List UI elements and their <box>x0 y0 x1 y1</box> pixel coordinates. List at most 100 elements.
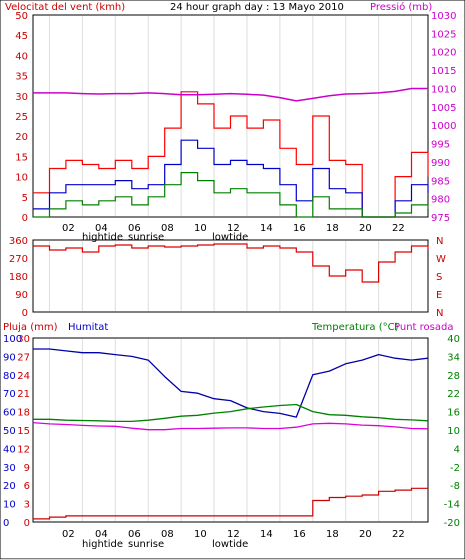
wind-tick-label: 50 <box>15 11 28 22</box>
wind-tick-label: 30 <box>15 92 28 103</box>
hour-tick-label: 18 <box>326 223 339 234</box>
temperature-tick-label: 10 <box>447 426 460 437</box>
direction-panel-frame <box>32 239 429 313</box>
hour-tick-label: 12 <box>227 223 240 234</box>
wind-tick-label: 0 <box>22 213 28 224</box>
humidity-label: Humitat <box>68 322 108 333</box>
pressure-label: Pressió (mb) <box>370 1 432 13</box>
hour-tick-label: 10 <box>194 223 207 234</box>
hour-tick-label: 02 <box>62 529 75 540</box>
pressure-tick-label: 1000 <box>431 121 456 132</box>
tide-label-sunrise: sunrise <box>128 539 164 550</box>
temperature-tick-label: -20 <box>444 518 460 529</box>
humidity-tick-label: 70 <box>3 389 16 400</box>
wind-tick-label: 20 <box>15 132 28 143</box>
pressure-tick-label: 980 <box>431 195 450 206</box>
tide-label-lowtide: lowtide <box>212 232 248 243</box>
hour-tick-label: 06 <box>128 223 141 234</box>
compass-tick-label: S <box>436 272 442 283</box>
pressure-tick-label: 1025 <box>431 29 456 40</box>
hour-tick-label: 04 <box>95 223 108 234</box>
dew-point-label: Punt rosada <box>394 322 453 333</box>
hour-tick-label: 14 <box>260 223 273 234</box>
hour-tick-label: 10 <box>194 529 207 540</box>
temperature-tick-label: 16 <box>447 408 460 419</box>
hour-tick-label: 16 <box>293 529 306 540</box>
temperature-tick-label: 22 <box>447 389 460 400</box>
pressure-tick-label: 975 <box>431 213 450 224</box>
humidity-tick-label: 20 <box>3 481 16 492</box>
wind-average-series <box>33 139 429 218</box>
temperature-tick-label: 4 <box>454 444 460 455</box>
hour-tick-label: 14 <box>260 529 273 540</box>
humidity-tick-label: 60 <box>3 408 16 419</box>
wind-direction-series <box>33 243 429 283</box>
pressure-tick-label: 1030 <box>431 11 456 22</box>
hour-tick-label: 02 <box>62 223 75 234</box>
hour-tick-label: 08 <box>161 223 174 234</box>
tide-label-hightide: hightide <box>82 232 123 243</box>
direction-tick-label: 360 <box>9 236 28 247</box>
rain-tick-label: 12 <box>17 444 30 455</box>
rain-label: Pluja (mm) <box>3 322 58 333</box>
hour-tick-label: 20 <box>359 529 372 540</box>
pressure-tick-label: 1015 <box>431 66 456 77</box>
compass-tick-label: N <box>436 236 443 247</box>
rain-tick-label: 21 <box>17 389 30 400</box>
hour-tick-label: 16 <box>293 223 306 234</box>
temperature-label: Temperatura (°C) <box>311 322 399 333</box>
wind-tick-label: 35 <box>15 72 28 83</box>
humidity-tick-label: 40 <box>3 444 16 455</box>
rain-tick-label: 30 <box>17 334 30 345</box>
pressure-tick-label: 995 <box>431 140 450 151</box>
direction-tick-label: 180 <box>9 272 28 283</box>
hour-axis-bottom: 02 04 06 08 10 12 14 16 18 20 22 hightid… <box>62 529 405 550</box>
wind-tick-label: 5 <box>22 193 28 204</box>
tide-label-sunrise: sunrise <box>128 232 164 243</box>
rain-tick-label: 6 <box>24 481 30 492</box>
rain-tick-label: 27 <box>17 352 30 363</box>
hour-axis-top: 02 04 06 08 10 12 14 16 18 20 22 hightid… <box>62 223 405 243</box>
pressure-tick-label: 1005 <box>431 103 456 114</box>
temperature-tick-label: -8 <box>450 481 460 492</box>
humidity-tick-label: 80 <box>3 371 16 382</box>
humidity-tick-label: 90 <box>3 352 16 363</box>
tide-label-hightide: hightide <box>82 539 123 550</box>
wind-tick-label: 15 <box>15 152 28 163</box>
rain-tick-label: 9 <box>24 463 30 474</box>
dew-point-series <box>32 421 429 431</box>
direction-tick-label: 90 <box>15 290 28 301</box>
humidity-tick-label: 10 <box>3 500 16 511</box>
rain-tick-label: 0 <box>24 518 30 529</box>
hour-tick-label: 06 <box>128 529 141 540</box>
wind-speed-label: Velocitat del vent (kmh) <box>5 2 125 13</box>
date-title: 24 hour graph day : 13 Mayo 2010 <box>170 2 344 13</box>
humidity-series <box>33 348 429 418</box>
tide-label-lowtide: lowtide <box>212 539 248 550</box>
hour-tick-label: 22 <box>392 529 405 540</box>
pressure-series <box>33 87 428 102</box>
wind-panel-frame <box>32 14 429 218</box>
temperature-tick-label: -14 <box>444 500 460 511</box>
compass-tick-label: W <box>436 254 446 265</box>
temperature-tick-label: -2 <box>450 463 460 474</box>
pressure-tick-label: 985 <box>431 176 450 187</box>
humidity-tick-label: 100 <box>3 334 22 345</box>
temperature-tick-label: 40 <box>447 334 460 345</box>
hour-tick-label: 22 <box>392 223 405 234</box>
temperature-tick-label: 34 <box>447 352 460 363</box>
wind-tick-label: 45 <box>15 31 28 42</box>
pressure-tick-label: 990 <box>431 158 450 169</box>
wind-tick-label: 25 <box>15 112 28 123</box>
humidity-tick-label: 50 <box>3 426 16 437</box>
temperature-series <box>33 403 429 423</box>
wind-minimum-series <box>33 172 429 218</box>
rain-tick-label: 15 <box>17 426 30 437</box>
humidity-tick-label: 30 <box>3 463 16 474</box>
compass-tick-label: E <box>436 290 442 301</box>
rain-tick-label: 18 <box>17 408 30 419</box>
pressure-tick-label: 1010 <box>431 84 456 95</box>
hour-tick-label: 04 <box>95 529 108 540</box>
wind-gust-series <box>33 91 429 218</box>
